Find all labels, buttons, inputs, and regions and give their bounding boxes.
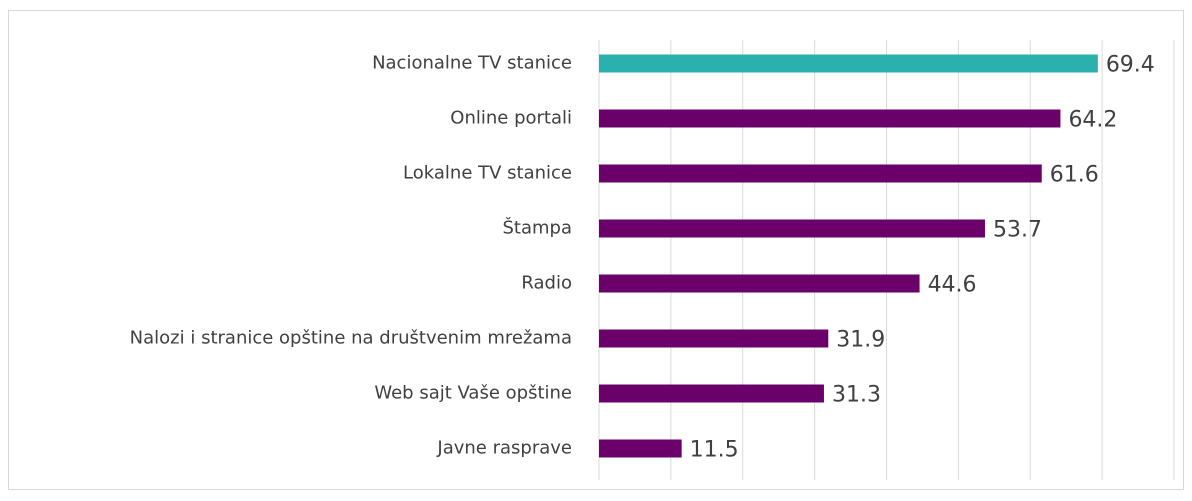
category-label: Nacionalne TV stanice	[372, 53, 572, 74]
value-label: 11.5	[690, 438, 739, 463]
bar	[599, 164, 1042, 183]
category-label: Štampa	[502, 217, 572, 239]
value-label: 53.7	[993, 218, 1042, 243]
chart-frame	[8, 10, 1184, 490]
value-label: 64.2	[1068, 108, 1117, 133]
bar	[599, 54, 1098, 73]
bar	[599, 274, 920, 293]
category-label: Lokalne TV stanice	[403, 163, 572, 184]
value-label: 31.3	[832, 383, 881, 408]
value-label: 61.6	[1050, 163, 1099, 188]
value-label: 44.6	[928, 273, 977, 298]
value-label: 69.4	[1106, 53, 1155, 78]
bar	[599, 109, 1061, 128]
bar	[599, 439, 682, 458]
value-label: 31.9	[836, 328, 885, 353]
category-label: Web sajt Vaše opštine	[374, 383, 572, 404]
category-label: Nalozi i stranice opštine na društvenim …	[130, 328, 572, 349]
bar	[599, 384, 824, 403]
category-label: Javne rasprave	[436, 438, 572, 459]
bar	[599, 219, 985, 238]
category-label: Radio	[521, 273, 572, 294]
bar	[599, 329, 829, 348]
category-label: Online portali	[450, 108, 572, 129]
